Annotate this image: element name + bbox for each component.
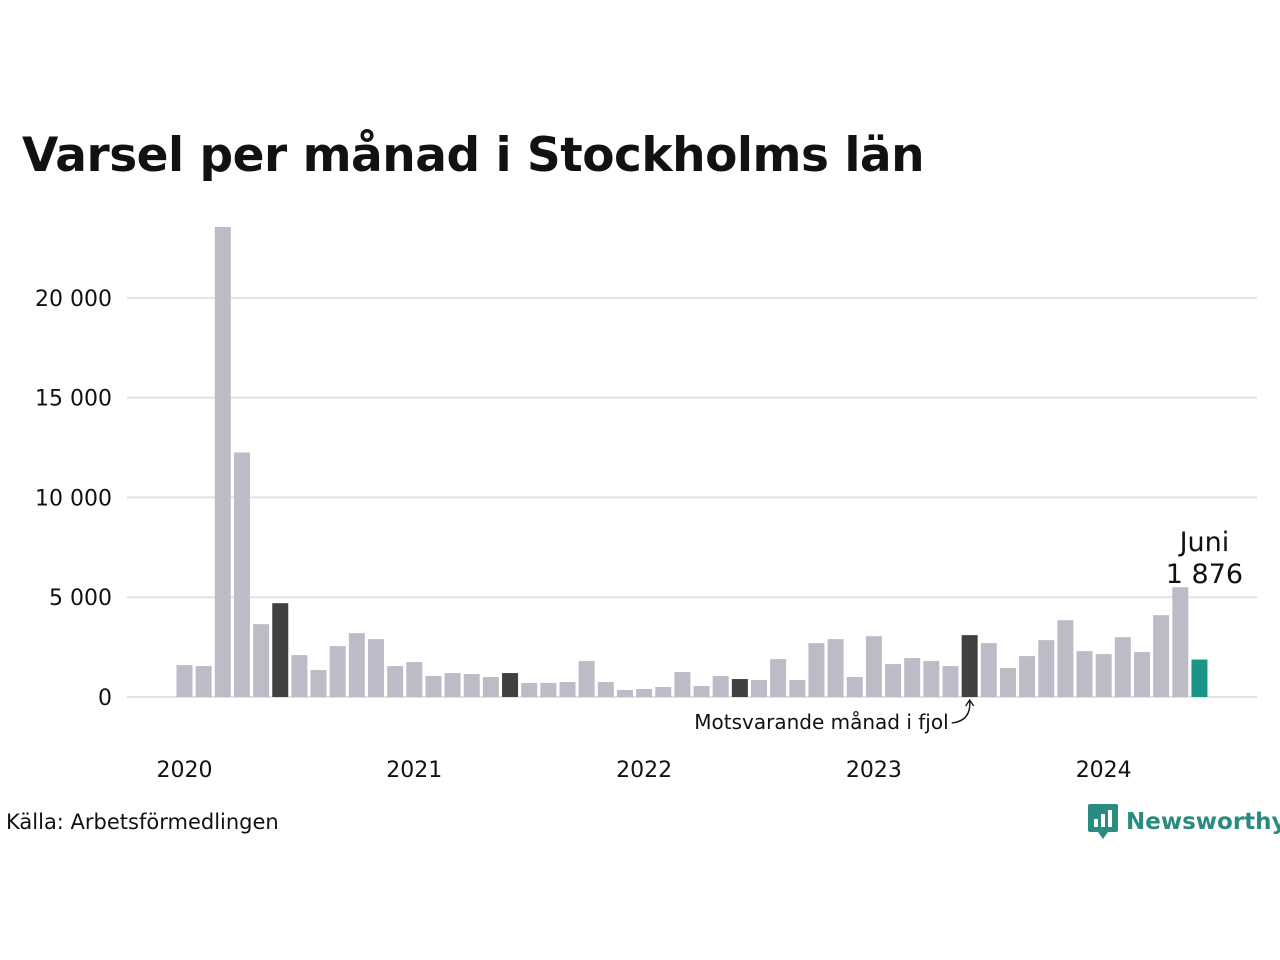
bars <box>176 226 1208 697</box>
bar-2022-01 <box>636 689 653 697</box>
bar-2020-04 <box>233 452 250 697</box>
bar-2022-08 <box>770 659 787 697</box>
bar-2023-04 <box>923 661 940 697</box>
y-axis-tick-labels: 0 5 000 10 000 15 000 20 000 <box>35 287 112 711</box>
bar-2022-02 <box>655 687 672 697</box>
newsworthy-logo-icon <box>1088 804 1118 839</box>
y-tick-label: 10 000 <box>35 486 112 511</box>
bar-2023-12 <box>1076 651 1093 697</box>
current-month-value: 1 876 <box>1166 559 1243 590</box>
bar-2020-10 <box>348 633 365 697</box>
bar-2021-01 <box>406 662 423 697</box>
newsworthy-brand: Newsworthy <box>1088 804 1280 840</box>
x-tick-label: 2024 <box>1076 758 1132 783</box>
bar-2021-06 <box>502 673 519 697</box>
bar-2021-02 <box>425 676 442 697</box>
bar-2021-11 <box>597 682 614 697</box>
bar-2024-06 <box>1191 659 1208 697</box>
bar-2024-01 <box>1095 654 1112 697</box>
bar-2020-09 <box>329 646 346 697</box>
last-year-annotation: Motsvarande månad i fjol <box>694 710 948 734</box>
bar-2022-07 <box>751 680 767 697</box>
chart-title: Varsel per månad i Stockholms län <box>22 128 925 183</box>
bar-2023-06 <box>961 635 978 697</box>
bar-2021-08 <box>540 683 557 697</box>
bar-2024-04 <box>1153 615 1170 697</box>
source-note: Källa: Arbetsförmedlingen <box>6 810 279 834</box>
bar-2023-05 <box>942 666 959 697</box>
bar-2021-09 <box>559 682 576 697</box>
last-year-arrowhead <box>965 698 975 707</box>
annotations: Juni 1 876 Motsvarande månad i fjol <box>694 527 1243 734</box>
bar-2024-03 <box>1134 652 1150 697</box>
y-tick-label: 20 000 <box>35 287 112 312</box>
y-tick-label: 0 <box>98 686 112 711</box>
x-axis-tick-labels: 2020 2021 2022 2023 2024 <box>157 758 1132 783</box>
x-tick-label: 2020 <box>157 758 213 783</box>
current-month-label: Juni <box>1178 527 1230 558</box>
last-year-arrow <box>951 699 971 724</box>
bar-2020-03 <box>214 226 231 697</box>
bar-2021-03 <box>444 673 461 697</box>
bar-2021-10 <box>578 661 595 697</box>
bar-2023-09 <box>1019 656 1036 697</box>
x-tick-label: 2022 <box>616 758 672 783</box>
bar-2021-04 <box>463 674 480 697</box>
bar-2022-04 <box>693 686 710 697</box>
bar-2022-11 <box>827 639 844 697</box>
y-tick-label: 5 000 <box>49 586 112 611</box>
bar-2023-11 <box>1057 620 1074 697</box>
bar-2022-03 <box>674 672 691 697</box>
y-tick-label: 15 000 <box>35 387 112 412</box>
bar-2021-12 <box>616 690 633 697</box>
bar-2020-06 <box>272 603 289 697</box>
bar-2024-02 <box>1114 637 1131 697</box>
bar-2020-05 <box>253 624 270 697</box>
bar-2023-02 <box>885 664 902 697</box>
bar-2022-05 <box>712 676 729 697</box>
bar-2020-12 <box>387 666 404 697</box>
brand-name: Newsworthy <box>1126 809 1280 835</box>
bar-2022-06 <box>731 679 748 697</box>
grid-lines <box>127 296 1257 698</box>
x-tick-label: 2023 <box>846 758 902 783</box>
bar-2024-05 <box>1172 587 1189 697</box>
bar-2022-12 <box>846 677 863 697</box>
bar-2023-08 <box>999 668 1016 697</box>
x-tick-label: 2021 <box>386 758 442 783</box>
bar-2020-07 <box>291 655 308 697</box>
bar-2023-03 <box>904 658 921 697</box>
bar-2021-07 <box>521 683 538 697</box>
bar-2023-01 <box>865 636 882 697</box>
bar-2020-11 <box>368 639 384 697</box>
bar-2020-01 <box>176 665 193 697</box>
bar-2020-02 <box>195 666 212 697</box>
bar-2022-09 <box>789 680 806 697</box>
bar-2023-10 <box>1038 640 1055 697</box>
bar-2021-05 <box>482 677 499 697</box>
bar-2023-07 <box>980 643 997 697</box>
bar-2020-08 <box>310 670 327 697</box>
bar-2022-10 <box>808 643 825 697</box>
